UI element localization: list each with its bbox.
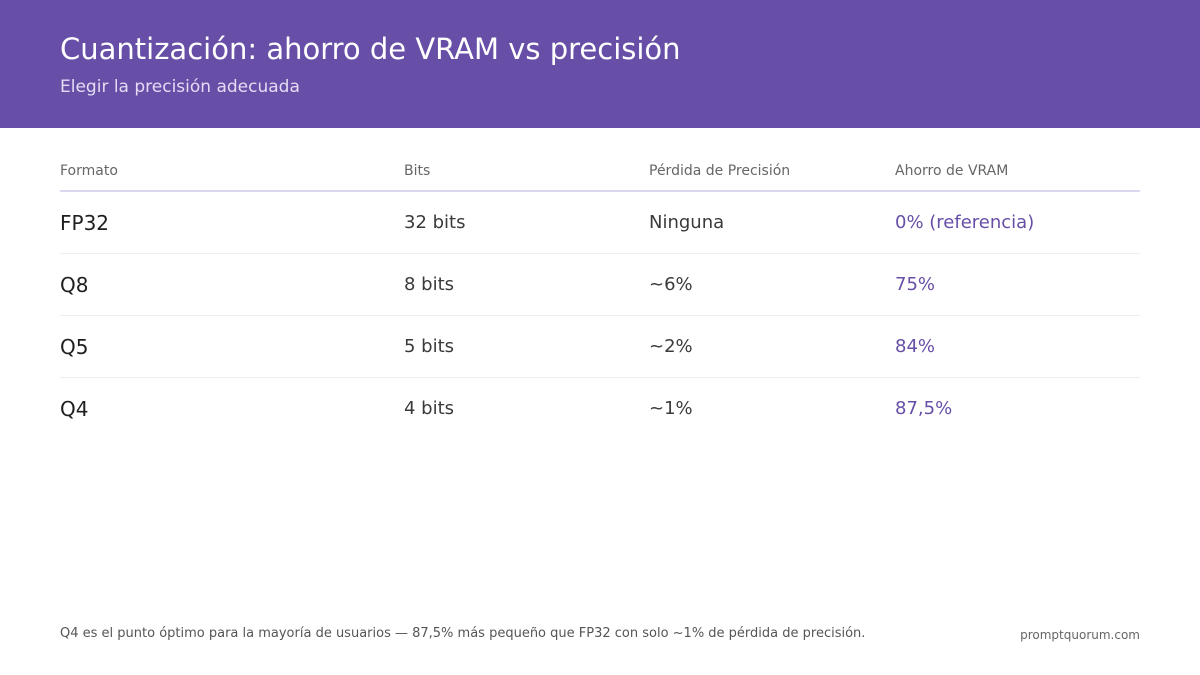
cell-format: Q4 [60,396,89,421]
page-title: Cuantización: ahorro de VRAM vs precisió… [60,32,681,66]
table-header: Formato Bits Pérdida de Precisión Ahorro… [60,152,1140,192]
cell-bits: 5 bits [404,315,649,378]
cell-precision-loss: Ninguna [649,191,895,254]
table-row: Q5 5 bits ~2% 84% [60,315,1140,378]
footer-brand: promptquorum.com [1020,628,1140,642]
cell-bits: 8 bits [404,253,649,316]
cell-precision-loss: ~6% [649,253,895,316]
cell-bits: 4 bits [404,398,455,419]
table-body: FP32 32 bits Ninguna 0% (referencia) Q8 … [60,191,1140,439]
cell-format: Q8 [60,253,404,316]
cell-format: FP32 [60,191,404,254]
footer-note: Q4 es el punto óptimo para la mayoría de… [60,626,866,641]
column-header-vram-savings: Ahorro de VRAM [895,152,1140,192]
page-subtitle: Elegir la precisión adecuada [60,77,300,97]
cell-vram-savings: 0% (referencia) [895,191,1140,254]
cell-vram-savings: 75% [895,253,1140,316]
cell-bits: 32 bits [404,191,649,254]
table-row: Q8 8 bits ~6% 75% [60,253,1140,316]
cell-vram-savings: 87,5% [895,398,953,419]
header-row: Formato Bits Pérdida de Precisión Ahorro… [60,152,1140,192]
quantization-table: Formato Bits Pérdida de Precisión Ahorro… [60,152,1140,439]
cell-format: Q5 [60,315,404,378]
table-row: FP32 32 bits Ninguna 0% (referencia) [60,191,1140,254]
header-banner: Cuantización: ahorro de VRAM vs precisió… [0,0,1200,128]
column-header-precision-loss: Pérdida de Precisión [649,152,895,192]
cell-precision-loss: ~1% [649,398,693,419]
quantization-table-container: Formato Bits Pérdida de Precisión Ahorro… [60,152,1140,439]
table-row: Q4 4 bits ~1% 87,5% [60,378,1140,440]
column-header-format: Formato [60,152,404,192]
cell-vram-savings: 84% [895,315,1140,378]
column-header-bits: Bits [404,152,649,192]
cell-precision-loss: ~2% [649,315,895,378]
